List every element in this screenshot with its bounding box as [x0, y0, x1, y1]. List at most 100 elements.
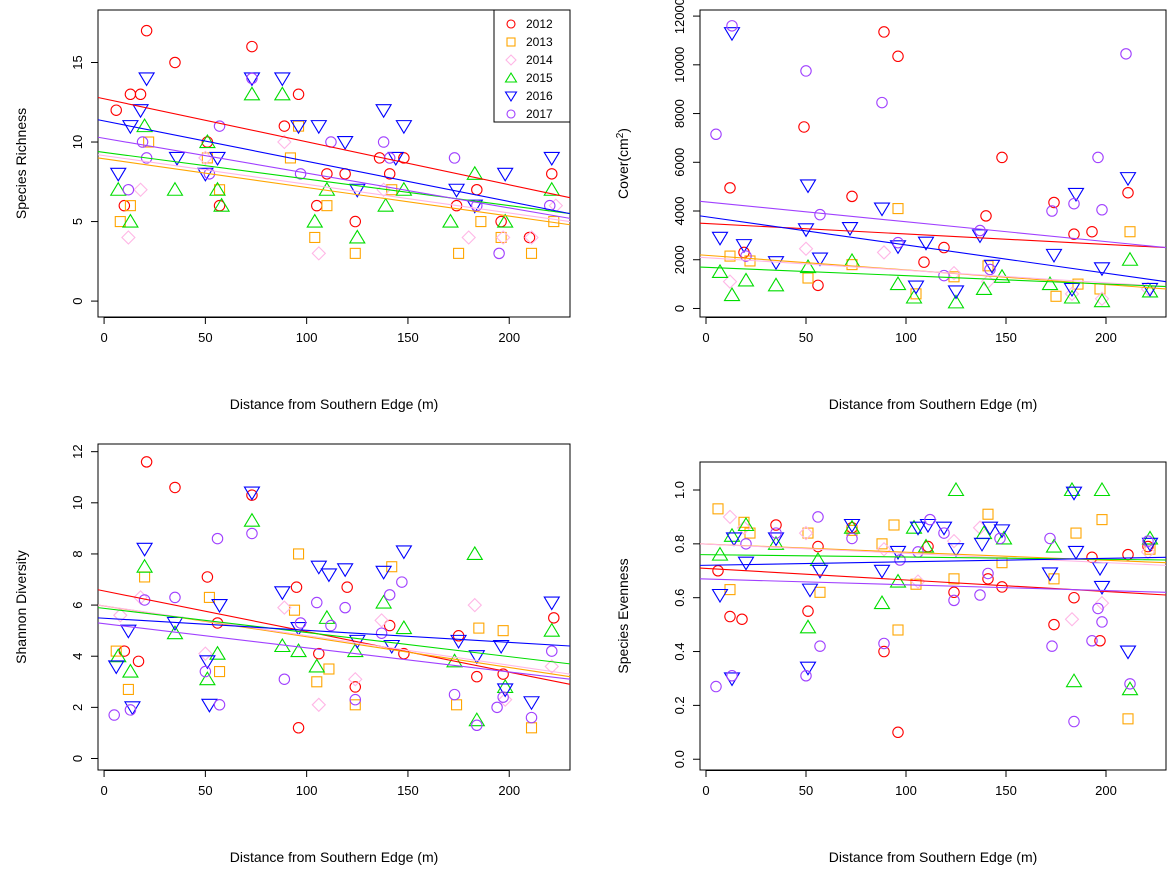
- data-point: [134, 88, 147, 101]
- data-point: [136, 118, 154, 133]
- data-point: [336, 563, 354, 578]
- data-point: [802, 605, 814, 617]
- data-point: [767, 532, 785, 547]
- data-point: [375, 104, 393, 119]
- data-point: [306, 213, 324, 228]
- data-point: [209, 645, 226, 660]
- data-point: [290, 581, 303, 593]
- series-2015: [109, 512, 561, 727]
- data-point: [924, 513, 936, 526]
- data-point: [471, 183, 483, 196]
- legend-label: 2016: [526, 89, 553, 103]
- data-point: [396, 576, 408, 588]
- data-point: [846, 259, 858, 271]
- data-point: [466, 165, 484, 180]
- data-point: [277, 134, 292, 150]
- data-point: [199, 665, 212, 678]
- x-tick-label: 150: [397, 783, 419, 798]
- data-point: [1092, 151, 1104, 164]
- data-point: [450, 199, 463, 212]
- data-point: [982, 508, 994, 520]
- y-tick-label: 0: [70, 755, 85, 762]
- legend-entry: 2015: [504, 71, 553, 85]
- data-point: [947, 294, 965, 309]
- data-point: [349, 681, 362, 693]
- data-point: [938, 269, 950, 282]
- data-point: [243, 86, 261, 101]
- data-point: [122, 683, 134, 696]
- data-point: [246, 40, 258, 53]
- data-point: [493, 247, 505, 260]
- data-point: [209, 181, 226, 196]
- x-tick-label: 50: [799, 330, 813, 345]
- data-point: [468, 712, 486, 727]
- data-point: [712, 503, 724, 515]
- data-point: [724, 250, 736, 262]
- legend-marker-2015: [504, 71, 518, 83]
- data-point: [814, 586, 826, 598]
- data-point: [383, 589, 396, 601]
- y-tick-label: 10: [70, 496, 85, 510]
- data-point: [1063, 289, 1081, 304]
- data-point: [309, 231, 321, 244]
- data-point: [888, 519, 900, 531]
- panel-shannon-diversity: 0 50 100 150 200 0 2 4 6 8 10 12 Distance from South…: [13, 443, 571, 865]
- data-point: [802, 527, 814, 539]
- data-point: [169, 481, 181, 494]
- data-point: [471, 670, 483, 683]
- data-point: [349, 247, 361, 259]
- data-point: [278, 673, 291, 685]
- fit-line-2013: [97, 157, 571, 226]
- data-point: [878, 645, 890, 658]
- x-tick-label: 50: [198, 330, 212, 345]
- data-point: [889, 573, 907, 588]
- data-point: [246, 72, 258, 85]
- data-point: [166, 181, 184, 196]
- data-point: [398, 152, 410, 164]
- data-point: [213, 666, 226, 678]
- legend-marker-2012: [506, 19, 516, 29]
- data-point: [294, 617, 307, 629]
- data-point: [200, 698, 218, 713]
- data-point: [387, 151, 405, 167]
- data-point: [349, 693, 362, 706]
- data-point: [1096, 204, 1108, 216]
- data-point: [723, 287, 741, 302]
- data-point: [496, 213, 514, 228]
- data-point: [1093, 580, 1111, 595]
- data-point: [524, 230, 539, 245]
- data-point: [318, 609, 336, 624]
- fit-line-2017: [97, 136, 571, 219]
- fit-line-2012: [97, 589, 571, 685]
- data-point: [1096, 514, 1108, 526]
- data-point: [982, 567, 994, 580]
- data-point: [336, 135, 354, 151]
- data-point: [737, 556, 755, 571]
- data-point: [475, 216, 487, 228]
- data-point: [313, 647, 325, 660]
- data-point: [121, 663, 139, 678]
- series-2017: [710, 20, 1132, 282]
- y-tick-label: 12000: [672, 0, 687, 34]
- data-point: [466, 199, 484, 214]
- data-point: [802, 272, 814, 284]
- data-point: [495, 231, 507, 244]
- data-point: [767, 256, 785, 271]
- data-point: [1086, 225, 1098, 238]
- data-point: [1045, 538, 1063, 553]
- data-point: [383, 639, 401, 655]
- data-point: [121, 230, 136, 245]
- data-point: [320, 568, 338, 583]
- data-point: [308, 658, 326, 673]
- data-point: [311, 596, 323, 609]
- data-point: [889, 276, 907, 291]
- data-point: [767, 535, 785, 550]
- data-point: [1120, 48, 1132, 60]
- data-point: [398, 647, 410, 660]
- data-point: [1070, 527, 1082, 539]
- panel-species-evenness: 0 50 100 150 200 0.0 0.2 0.4 0.6 0.8 1.0 Distance f…: [615, 461, 1167, 865]
- data-point: [321, 168, 333, 180]
- y-tick-label: 0.0: [672, 750, 687, 768]
- data-point: [543, 622, 561, 637]
- data-point: [311, 697, 327, 713]
